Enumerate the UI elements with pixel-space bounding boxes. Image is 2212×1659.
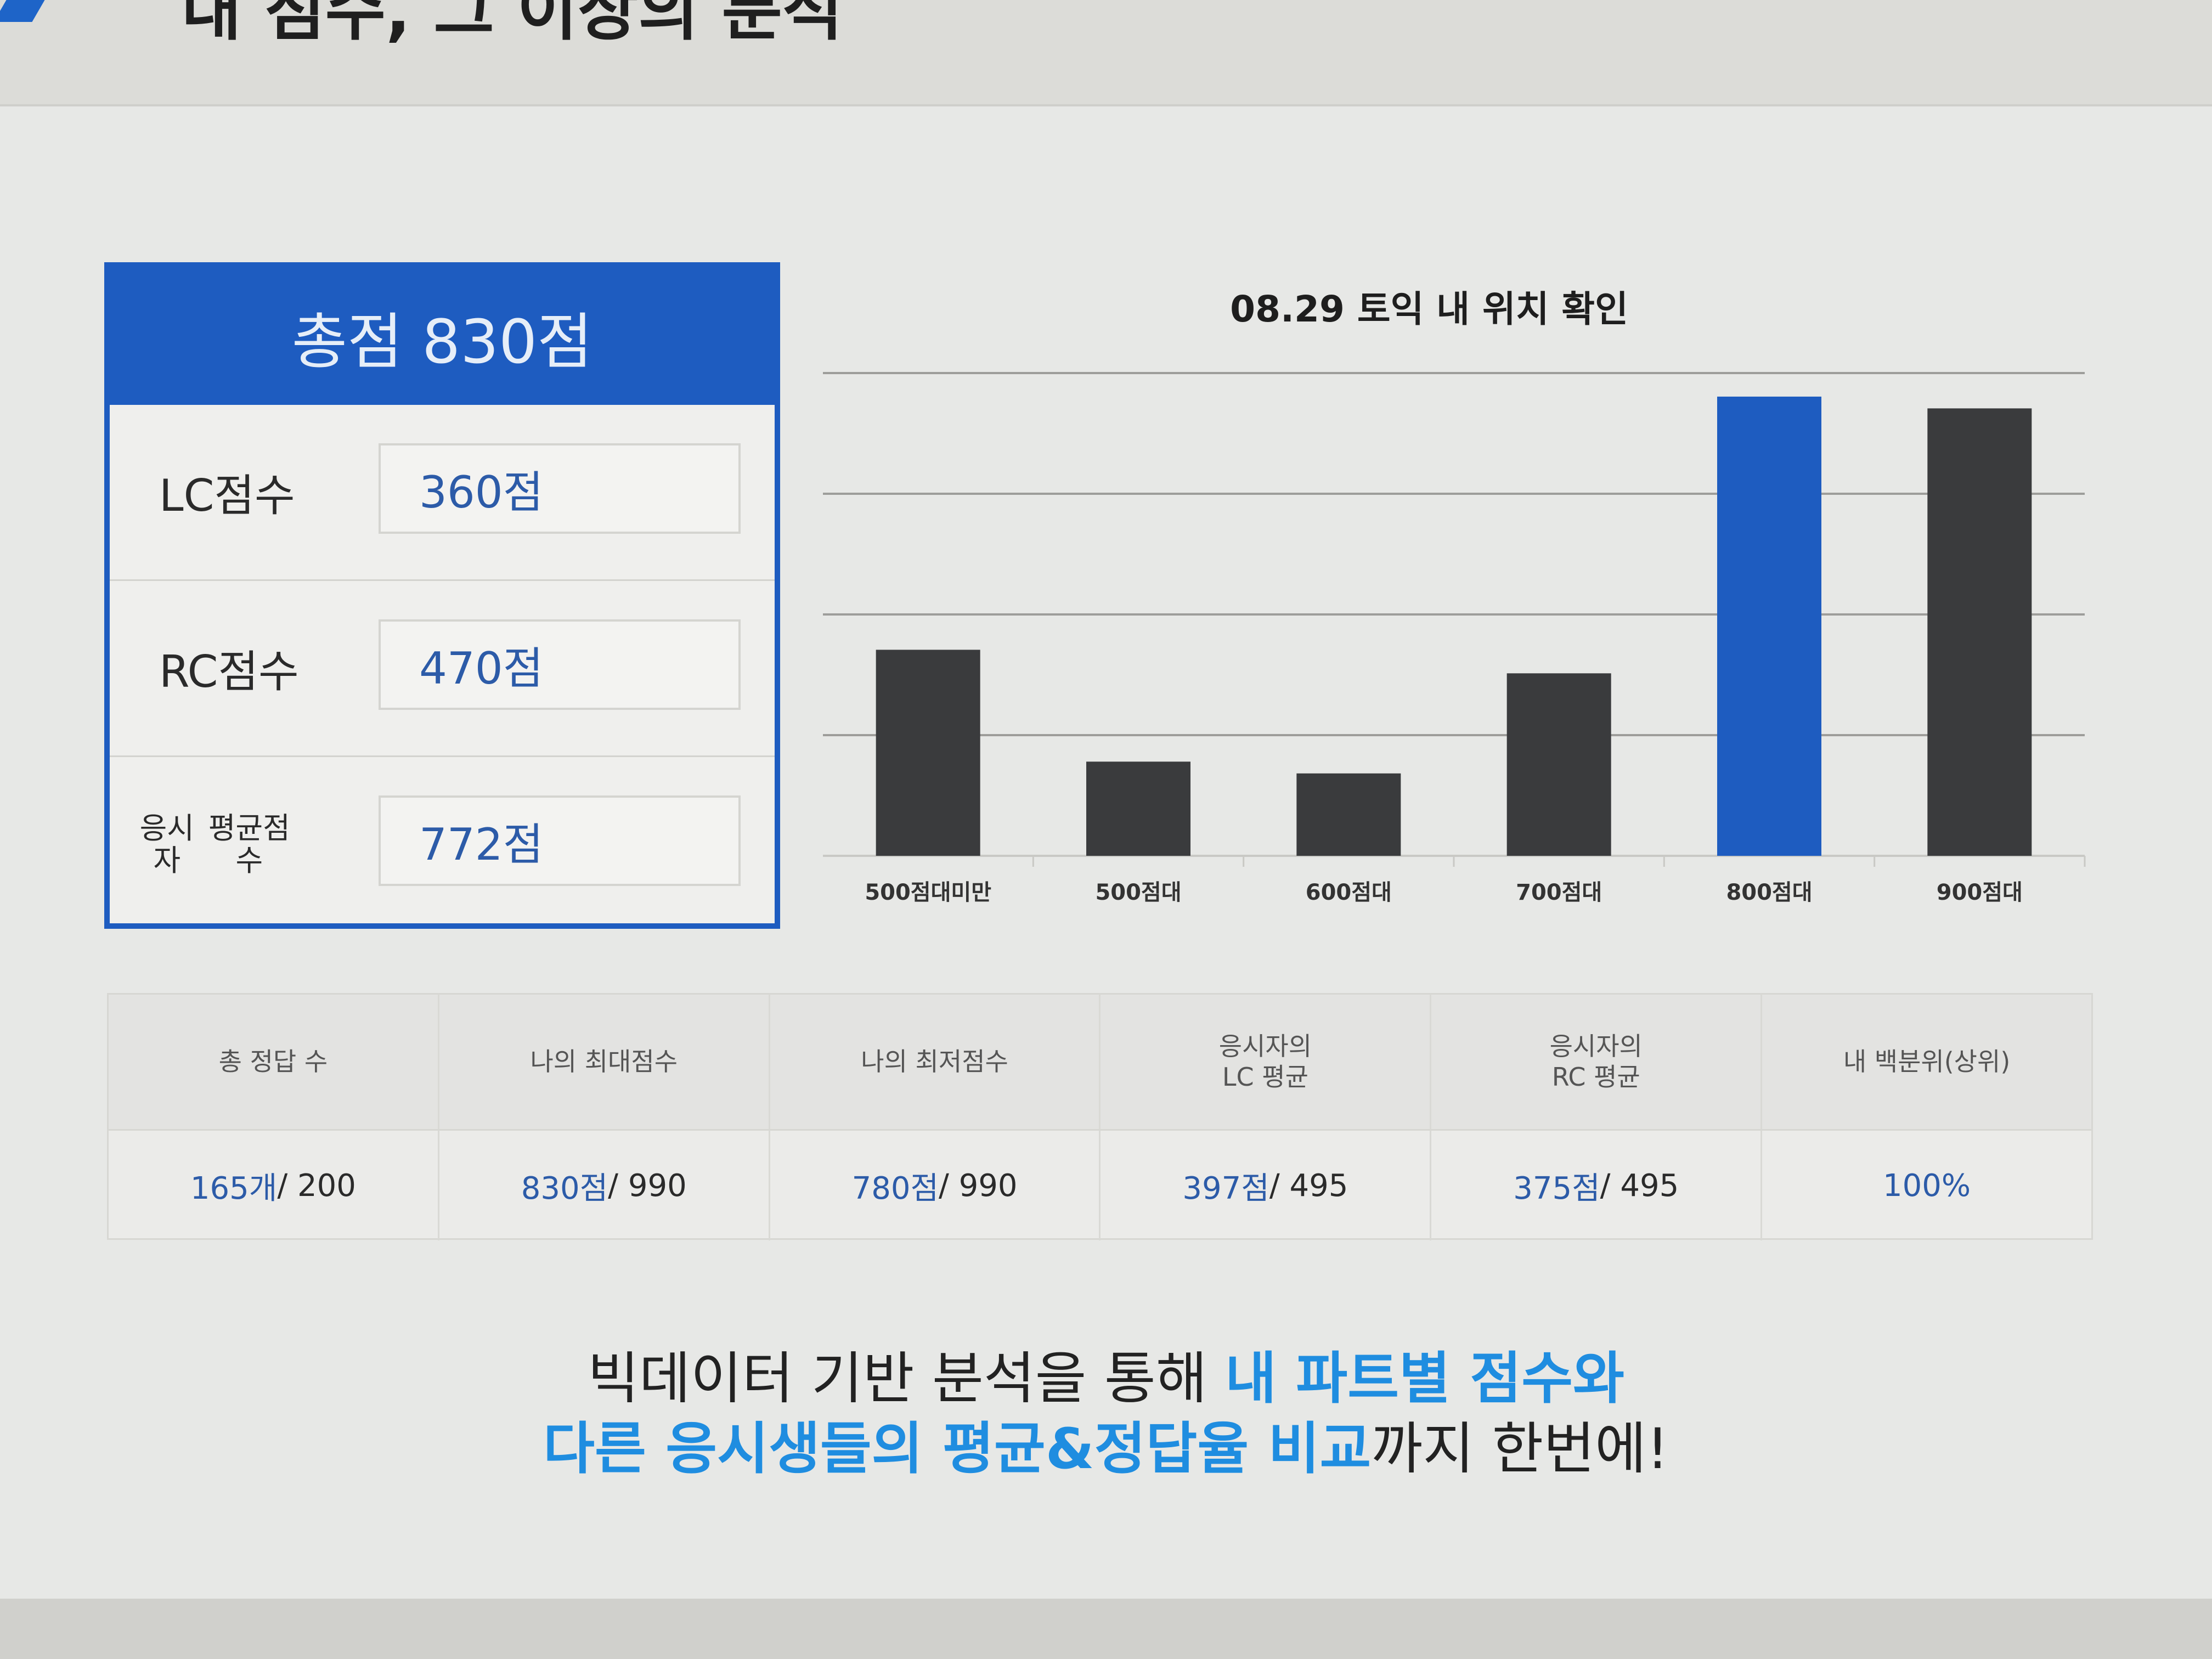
average-score-label-line2: 평균점수 [208, 810, 290, 878]
chart-category-label: 900점대 [1937, 880, 2023, 905]
header-line1: 응시자의 [1218, 1031, 1312, 1062]
value-number: 165개 [190, 1170, 278, 1206]
stats-table: 총 정답 수 나의 최대점수 나의 최저점수 응시자의 LC 평균 응시자의 RC … [107, 993, 2093, 1240]
stats-header-row: 총 정답 수 나의 최대점수 나의 최저점수 응시자의 LC 평균 응시자의 RC … [109, 995, 2091, 1131]
stats-value-max-score: 830점/ 990 [439, 1131, 770, 1240]
chart-bar-2 [1086, 761, 1190, 856]
stats-value-lc-average: 397점/ 495 [1101, 1131, 1432, 1240]
chart-plot: 500점대미만 500점대 600점대 700점대 800점대 900점대 [823, 372, 2086, 905]
stats-value-min-score: 780점/ 990 [770, 1131, 1101, 1240]
value-number: 780점 [851, 1170, 939, 1206]
chart-category-label: 800점대 [1726, 880, 1812, 905]
value-number: 100% [1883, 1167, 1971, 1204]
header-line1: 나의 최저점수 [861, 1046, 1008, 1076]
average-score-row: 응시자 평균점수 772점 [110, 757, 775, 932]
promo-line-2-plain: 까지 한번에! [1371, 1416, 1669, 1482]
value-total: / 495 [1269, 1167, 1348, 1204]
header-line1: 내 백분위(상위) [1843, 1046, 2011, 1076]
chart-category-label: 600점대 [1306, 880, 1392, 905]
score-summary-card: 총점 830점 LC점수 360점 RC점수 470점 응시자 평균점수 772… [104, 262, 780, 929]
chart-category-label: 700점대 [1516, 880, 1602, 905]
chart-bar-5 [1717, 396, 1821, 856]
total-score-header: 총점 830점 [110, 268, 775, 405]
chart-bar-3 [1296, 773, 1401, 856]
stats-value-percentile: 100% [1762, 1131, 2091, 1240]
lc-score-value: 360점 [379, 443, 741, 534]
header-line1: 총 정답 수 [218, 1046, 328, 1076]
rc-score-row: RC점수 470점 [110, 581, 775, 757]
header-line1: 응시자의 [1549, 1031, 1643, 1062]
header-line2: RC 평균 [1551, 1062, 1640, 1092]
rc-score-label: RC점수 [159, 646, 299, 697]
stats-value-row: 165개/ 200 830점/ 990 780점/ 990 397점/ 495 … [109, 1131, 2091, 1240]
stats-header-min-score: 나의 최저점수 [770, 995, 1101, 1129]
header-line1: 나의 최대점수 [530, 1046, 678, 1076]
value-total: / 495 [1600, 1167, 1679, 1204]
stats-header-percentile: 내 백분위(상위) [1762, 995, 2091, 1129]
promo-line-1-plain: 빅데이터 기반 분석을 통해 [588, 1346, 1226, 1412]
lc-score-label: LC점수 [159, 470, 295, 521]
value-number: 397점 [1182, 1170, 1269, 1206]
promo-line-2-highlight: 다른 응시생들의 평균&정답율 비교 [543, 1416, 1372, 1482]
chart-bar-1 [876, 650, 980, 856]
header-line2: LC 평균 [1222, 1062, 1308, 1092]
stats-value-total-correct: 165개/ 200 [109, 1131, 439, 1240]
promo-line-1: 빅데이터 기반 분석을 통해 내 파트별 점수와 [0, 1344, 2212, 1414]
chart-category-label: 500점대 [1095, 880, 1181, 905]
value-total: / 990 [939, 1167, 1018, 1204]
stats-header-rc-average: 응시자의 RC 평균 [1431, 995, 1763, 1129]
value-number: 375점 [1513, 1170, 1600, 1206]
promo-text: 빅데이터 기반 분석을 통해 내 파트별 점수와 다른 응시생들의 평균&정답율… [0, 1344, 2212, 1484]
value-total: / 200 [277, 1167, 356, 1204]
stats-value-rc-average: 375점/ 495 [1431, 1131, 1763, 1240]
average-score-label-line1: 응시자 [139, 810, 194, 878]
lc-score-row: LC점수 360점 [110, 405, 775, 581]
value-number: 830점 [521, 1170, 608, 1206]
promo-line-1-highlight: 내 파트별 점수와 [1225, 1346, 1624, 1412]
stats-header-lc-average: 응시자의 LC 평균 [1101, 995, 1432, 1129]
average-score-value: 772점 [379, 795, 741, 886]
chart-category-label: 500점대미만 [865, 880, 991, 905]
bottom-band [0, 1599, 2212, 1659]
value-total: / 990 [608, 1167, 687, 1204]
chart-title: 08.29 토익 내 위치 확인 [1230, 288, 1628, 330]
banner-title: 내 점수, 그 이상의 분석 [181, 0, 843, 49]
rc-score-value: 470점 [379, 619, 741, 710]
promo-line-2: 다른 응시생들의 평균&정답율 비교까지 한번에! [0, 1414, 2212, 1485]
banner-accent-shape [0, 0, 45, 22]
average-score-label: 응시자 평균점수 [132, 757, 296, 932]
score-distribution-chart: 08.29 토익 내 위치 확인 500점대미만 500점대 600점대 700점대 8… [812, 258, 2096, 927]
chart-bar-6 [1927, 408, 2032, 856]
chart-bar-4 [1506, 673, 1611, 856]
stats-header-total-correct: 총 정답 수 [109, 995, 439, 1129]
top-banner: 내 점수, 그 이상의 분석 [0, 0, 2212, 106]
stats-header-max-score: 나의 최대점수 [439, 995, 770, 1129]
